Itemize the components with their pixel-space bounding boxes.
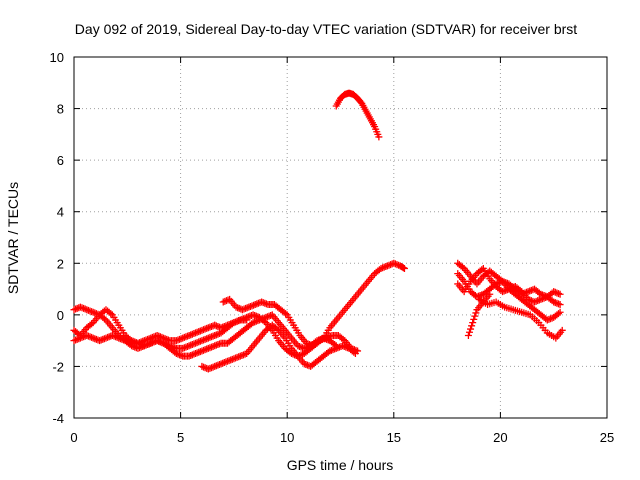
x-tick-label: 25	[600, 430, 614, 445]
series-sat-i	[454, 270, 564, 324]
x-tick-label: 0	[70, 430, 77, 445]
data-point	[100, 315, 108, 323]
data-point	[516, 286, 524, 294]
x-tick-label: 5	[177, 430, 184, 445]
data-point	[467, 325, 475, 333]
x-tick-label: 20	[493, 430, 507, 445]
data-point	[486, 290, 494, 298]
data-point	[273, 325, 281, 333]
plot-frame	[73, 56, 608, 419]
data-point	[354, 347, 362, 355]
chart-title: Day 092 of 2019, Sidereal Day-to-day VTE…	[75, 21, 577, 37]
x-tick-label: 10	[280, 430, 294, 445]
grid	[74, 57, 607, 418]
data-point	[472, 309, 480, 317]
data-point	[556, 308, 564, 316]
data-point	[471, 312, 479, 320]
x-axis-label: GPS time / hours	[287, 457, 394, 473]
data-point	[459, 263, 467, 271]
data-point	[464, 331, 472, 339]
data-point	[465, 328, 473, 336]
y-tick-label: -4	[52, 411, 64, 426]
data-point	[556, 290, 564, 298]
data-point	[88, 320, 96, 328]
data-point	[558, 326, 566, 334]
y-tick-label: 0	[57, 308, 64, 323]
data-point	[469, 319, 477, 327]
y-axis-label: SDTVAR / TECUs	[5, 182, 21, 294]
data-point	[339, 335, 347, 343]
series-sat-b	[70, 259, 408, 360]
data-point	[282, 310, 290, 318]
y-tick-label: 8	[57, 102, 64, 117]
data-point	[556, 301, 564, 309]
data-point	[107, 310, 115, 318]
y-tick-label: 6	[57, 153, 64, 168]
data-point	[470, 315, 478, 323]
x-tick-label: 15	[387, 430, 401, 445]
series-sat-k	[475, 295, 566, 342]
series-sat-e	[219, 295, 362, 355]
series-sat-f	[332, 89, 383, 141]
y-tick-label: 2	[57, 256, 64, 271]
data-point	[554, 310, 562, 318]
data-point	[375, 133, 383, 141]
y-tick-label: 10	[50, 50, 64, 65]
axis-ticks: 0 5 10 15 20 25 -4 -2 0 2 4 6 8 10	[50, 50, 615, 445]
data-point	[478, 266, 486, 274]
y-tick-label: 4	[57, 205, 64, 220]
data-marks	[70, 89, 566, 373]
y-tick-label: -2	[52, 359, 64, 374]
data-point	[468, 322, 476, 330]
data-point	[400, 264, 408, 272]
